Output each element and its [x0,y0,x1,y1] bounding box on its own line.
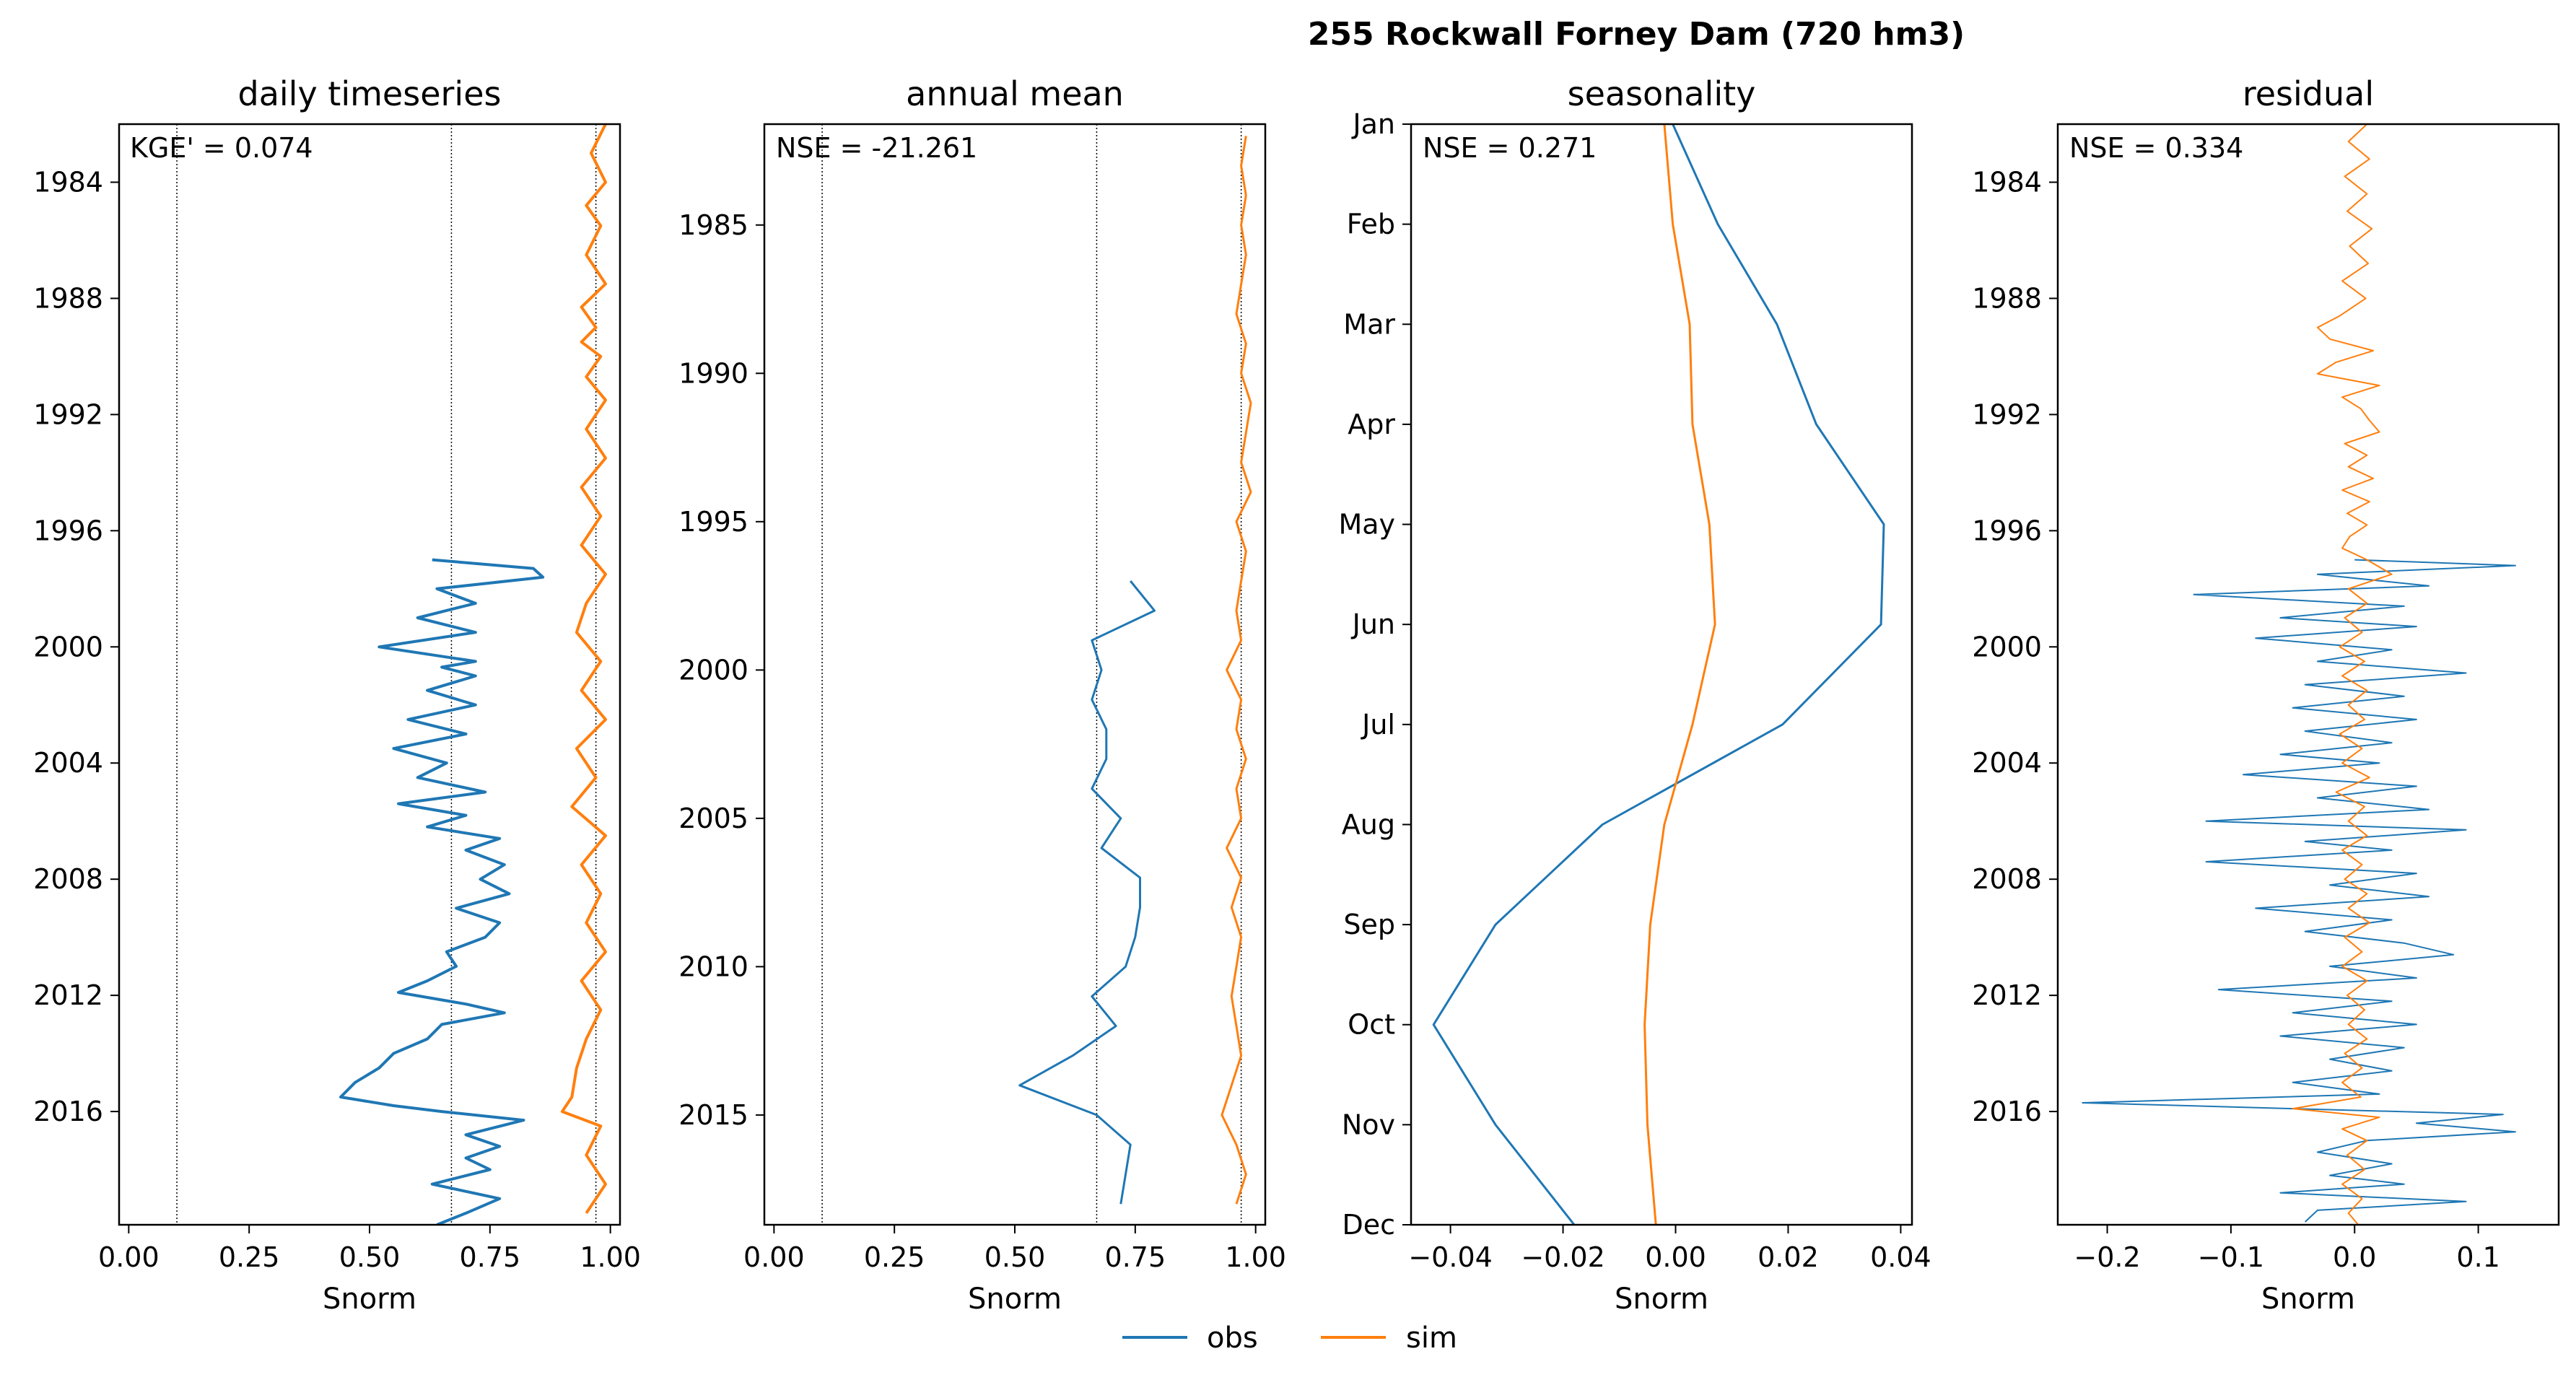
y-tick-label: Aug [1342,808,1395,840]
x-tick-label: −0.02 [1521,1241,1604,1273]
x-tick-label: −0.2 [2074,1241,2140,1273]
y-tick-label: 1988 [33,282,103,314]
x-axis-label: Snorm [323,1283,416,1316]
figure-suptitle: 255 Rockwall Forney Dam (720 hm3) [1308,16,1965,53]
series-line-sim [1221,136,1252,1205]
y-tick-label: 2012 [33,979,103,1011]
x-tick-label: 0.1 [2456,1241,2499,1273]
y-tick-label: 2000 [1972,631,2042,663]
x-tick-label: 0.00 [1645,1241,1706,1273]
y-tick-label: 1988 [1972,282,2042,314]
y-tick-label: Dec [1342,1209,1395,1241]
x-tick-label: 0.75 [1105,1241,1166,1273]
x-tick-label: 0.00 [743,1241,805,1273]
panel-title: residual [2243,74,2374,113]
x-tick-label: 0.75 [460,1241,521,1273]
series-line-obs [1432,124,1885,1225]
y-tick-label: Mar [1343,308,1395,340]
y-tick-label: 1992 [33,398,103,430]
x-axis-label: Snorm [1615,1283,1708,1316]
series-line-obs [2082,559,2516,1223]
y-tick-label: 1984 [33,166,103,198]
x-tick-label: 0.50 [984,1241,1046,1273]
y-tick-label: 2004 [1972,747,2042,779]
x-tick-label: 0.50 [339,1241,401,1273]
y-tick-label: 2008 [33,863,103,895]
y-tick-label: 1990 [678,357,748,389]
y-tick-label: 2008 [1972,863,2042,895]
metric-label: NSE = 0.334 [2069,132,2243,164]
y-tick-label: Sep [1343,909,1395,940]
x-axis-label: Snorm [2261,1283,2355,1316]
y-tick-label: Apr [1348,408,1395,440]
plot-frame [763,123,1267,1226]
x-tick-label: 0.0 [2333,1241,2376,1273]
y-tick-label: 2005 [678,803,748,834]
panel-title: seasonality [1568,74,1756,113]
y-tick-label: Jun [1351,608,1395,640]
y-tick-label: Nov [1342,1109,1395,1140]
x-tick-label: 0.04 [1870,1241,1931,1273]
y-tick-label: 2004 [33,747,103,779]
y-tick-label: 1992 [1972,398,2042,430]
legend: obs sim [1122,1321,1457,1355]
y-tick-label: Oct [1348,1009,1395,1041]
y-tick-label: Feb [1347,209,1395,240]
series-line-obs [1018,580,1156,1205]
x-tick-label: 0.25 [864,1241,925,1273]
panel-seasonality: seasonality −0.04 −0.02 0.00 0.02 0.04 Jan Feb… [1338,74,1931,1316]
legend-label-sim: sim [1406,1321,1457,1355]
y-tick-label: 1984 [1972,166,2042,198]
y-tick-label: 2016 [33,1096,103,1127]
y-tick-label: 2000 [33,631,103,663]
series-line-sim [2292,124,2393,1225]
y-tick-label: 2016 [1972,1096,2042,1127]
y-tick-label: 2000 [678,654,748,686]
x-tick-label: 0.00 [98,1241,160,1273]
panel-residual: residual −0.2 −0.1 0.0 0.1 1984 1988 1992 1996 2… [1972,74,2560,1316]
x-tick-label: 0.02 [1758,1241,1819,1273]
y-tick-label: 1985 [678,209,748,241]
legend-label-obs: obs [1207,1321,1258,1355]
y-tick-label: Jan [1351,108,1395,140]
y-tick-label: 1996 [33,515,103,546]
panel-title: annual mean [906,74,1124,113]
x-tick-label: −0.1 [2198,1241,2264,1273]
metric-label: KGE' = 0.074 [130,132,313,164]
x-tick-label: 0.25 [219,1241,280,1273]
y-tick-label: 2012 [1972,979,2042,1011]
plot-frame [2056,123,2560,1226]
series-line-sim [560,124,607,1215]
y-tick-label: May [1338,509,1395,541]
y-tick-label: 2015 [678,1099,748,1131]
y-tick-label: 2010 [678,951,748,982]
series-line-sim [1643,124,1716,1225]
y-tick-label: Jul [1361,709,1395,740]
x-tick-label: 1.00 [1225,1241,1286,1273]
x-tick-label: 1.00 [580,1241,641,1273]
panel-title: daily timeseries [238,74,502,113]
y-tick-label: 1996 [1972,515,2042,546]
metric-label: NSE = 0.271 [1423,132,1597,164]
plot-frame [118,123,621,1226]
x-tick-label: −0.04 [1408,1241,1492,1273]
series-line-obs [339,558,545,1225]
panel-annual-mean: annual mean 0.00 0.25 0.50 0.75 1.00 1985 1990… [678,74,1286,1316]
panel-daily-timeseries: daily timeseries 0.00 0.25 0.50 0.75 1.00 198… [33,74,641,1316]
metric-label: NSE = -21.261 [776,132,977,164]
plot-frame [1410,123,1913,1226]
x-axis-label: Snorm [968,1283,1062,1316]
y-tick-label: 1995 [678,506,748,538]
